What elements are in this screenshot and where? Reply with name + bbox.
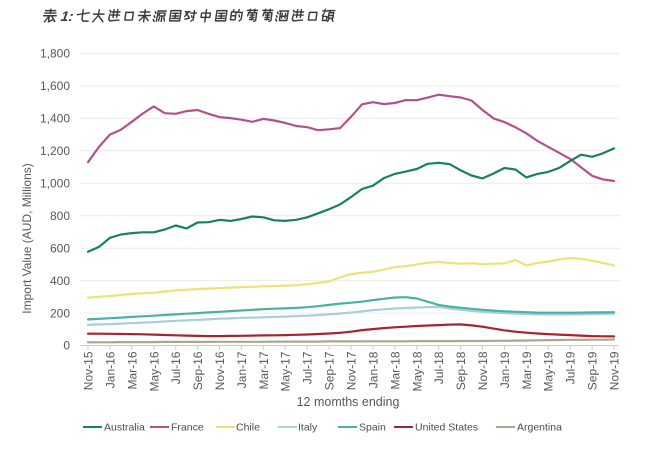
svg-text:1,400: 1,400 [40,112,70,126]
svg-text:France: France [171,422,204,434]
svg-text:May-18: May-18 [410,351,424,391]
svg-text:800: 800 [50,209,70,223]
svg-text:Sep-17: Sep-17 [323,351,337,390]
svg-text:1,600: 1,600 [40,79,70,93]
svg-text:Mar-16: Mar-16 [125,351,139,389]
svg-text:Nov-19: Nov-19 [608,351,622,390]
svg-text:Import Value (AUD, Millions): Import Value (AUD, Millions) [20,163,34,313]
svg-text:Mar-19: Mar-19 [520,351,534,389]
svg-text:600: 600 [50,241,70,255]
svg-text:Italy: Italy [298,422,318,434]
svg-text:12 momths ending: 12 momths ending [297,395,400,409]
svg-text:Sep-19: Sep-19 [586,351,600,390]
svg-text:Jul-18: Jul-18 [432,351,446,384]
svg-text:Jan-19: Jan-19 [498,351,512,388]
svg-text:1,000: 1,000 [40,177,70,191]
svg-text:Nov-15: Nov-15 [82,351,96,390]
svg-text:Nov-17: Nov-17 [345,351,359,390]
svg-text:Spain: Spain [359,422,386,434]
svg-text:May-17: May-17 [279,351,293,391]
svg-text:Jul-17: Jul-17 [301,351,315,384]
svg-text:1,800: 1,800 [40,47,70,61]
svg-text:Mar-18: Mar-18 [388,351,402,389]
svg-text:Jul-16: Jul-16 [169,351,183,384]
svg-text:Jan-17: Jan-17 [235,351,249,388]
svg-text:May-19: May-19 [542,351,556,391]
svg-text:Jan-16: Jan-16 [103,351,117,388]
svg-text:0: 0 [63,339,70,353]
svg-text:Nov-16: Nov-16 [213,351,227,390]
svg-text:Mar-17: Mar-17 [257,351,271,389]
svg-text:Nov-18: Nov-18 [476,351,490,390]
svg-text:Australia: Australia [104,422,145,434]
svg-text:United States: United States [415,422,478,434]
svg-text:1:: 1: [60,8,75,24]
svg-text:Jul-19: Jul-19 [564,351,578,384]
svg-text:400: 400 [50,274,70,288]
svg-text:1,200: 1,200 [40,144,70,158]
svg-text:May-16: May-16 [147,351,161,391]
svg-text:Sep-18: Sep-18 [454,351,468,390]
svg-text:Chile: Chile [236,422,260,434]
svg-text:Sep-16: Sep-16 [191,351,205,390]
svg-text:Jan-18: Jan-18 [366,351,380,388]
svg-text:200: 200 [50,306,70,320]
svg-text:Argentina: Argentina [517,422,562,434]
